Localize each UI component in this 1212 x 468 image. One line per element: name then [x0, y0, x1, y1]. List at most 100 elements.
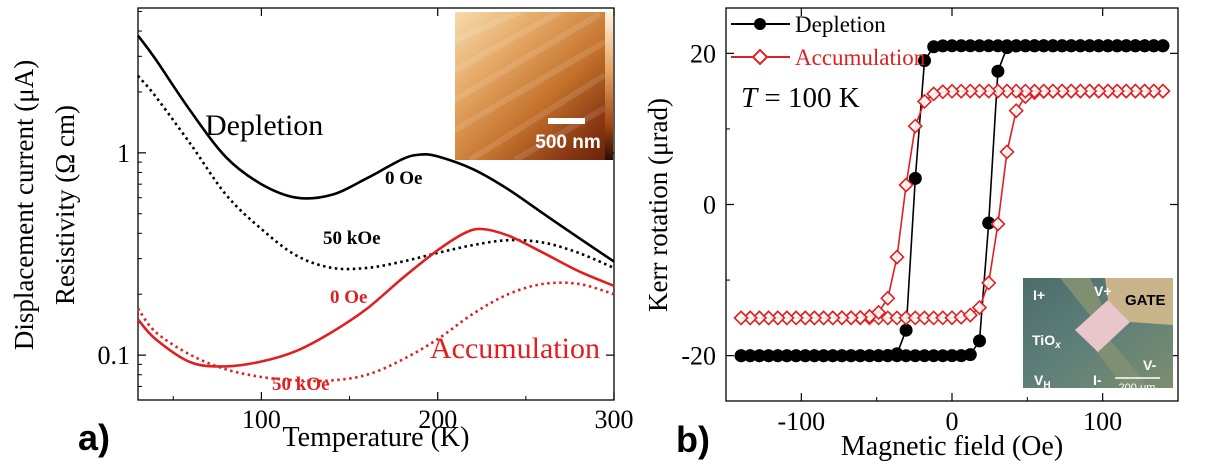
accumulation-data-point	[880, 290, 896, 306]
depletion-data-point	[1092, 39, 1106, 53]
device-lead-lower	[1095, 340, 1150, 388]
annotation-depletion: Depletion	[205, 109, 323, 142]
panel-b-ticks	[726, 8, 1178, 401]
depletion-data-point	[807, 349, 821, 363]
panel-a-y-label-inner: Resistivity (Ω cm)	[50, 105, 80, 305]
device-lead-upper	[1060, 278, 1105, 318]
panel-b-label: b)	[676, 419, 710, 460]
panel-a-x-tick-label: 100	[242, 405, 281, 434]
depletion-data-point	[817, 349, 831, 363]
depletion-data-point	[1046, 39, 1060, 53]
legend: Depletion Accumulation	[731, 12, 926, 70]
depletion-data-point	[1018, 39, 1032, 53]
depletion-data-point	[1000, 39, 1014, 53]
device-label-i-plus: I+	[1033, 287, 1045, 303]
depletion-data-point	[1147, 39, 1161, 53]
panel-b-tick-labels: -100 0 100 -20 0 20	[681, 39, 1122, 436]
depletion-data-point	[1083, 39, 1097, 53]
afm-image	[455, 12, 605, 160]
accumulation-data-point	[916, 93, 933, 110]
annotation-50koe-black: 50 kOe	[323, 228, 381, 249]
depletion-data-point	[881, 349, 895, 362]
device-gate-electrode	[1105, 278, 1173, 325]
accumulation-data-point	[999, 144, 1015, 160]
panel-b-x-label: Magnetic field (Oe)	[841, 431, 1063, 462]
depletion-data-point	[973, 334, 986, 348]
panel-b-y-label: Kerr rotation (μrad)	[643, 98, 673, 312]
depletion-data-point	[1128, 39, 1142, 53]
device-channel	[1075, 300, 1130, 352]
device-label-v-minus: V-	[1143, 357, 1157, 373]
temperature-symbol: T	[741, 82, 759, 114]
panel-a-y-label-outer: Displacement current (μA)	[9, 60, 39, 350]
depletion-data-point	[991, 39, 1005, 53]
depletion-data-point	[1156, 39, 1170, 53]
accumulation-data-point	[733, 310, 749, 326]
depletion-data-point	[1064, 39, 1078, 53]
depletion-data-point	[835, 349, 849, 363]
accumulation-data-point	[1008, 103, 1024, 119]
accumulation-data-point	[981, 275, 997, 291]
depletion-data-point	[863, 349, 876, 363]
depletion-data-point	[872, 349, 886, 363]
depletion-data-point	[1119, 39, 1133, 53]
device-scale-label: 200 μm	[1119, 382, 1156, 394]
accumulation-data-point	[898, 177, 914, 193]
depletion-data-point	[936, 349, 950, 363]
panel-a-frame	[137, 7, 615, 401]
depletion-data-point	[963, 39, 977, 53]
afm-scale-label: 500 nm	[535, 132, 600, 153]
panel-b-x-tick-label: -100	[777, 407, 825, 436]
device-label-gate: GATE	[1125, 292, 1166, 309]
accumulation-data-point	[962, 307, 978, 323]
accumulation-data-point	[889, 249, 905, 265]
device-label-tiox: TiOx	[1032, 332, 1061, 351]
afm-inset: 500 nm	[453, 9, 613, 163]
depletion-data-point	[945, 349, 959, 363]
panel-a-series-3-line	[136, 281, 615, 383]
panel-a: 100 200 300 1 0.1 500 nm Depletion 0 Oe 50 k…	[9, 7, 634, 458]
depletion-data-point	[1055, 39, 1069, 53]
annotation-0oe-black: 0 Oe	[385, 168, 422, 189]
panel-b: -100 0 100 -20 0 20 Depletion Accumulation T …	[643, 7, 1179, 462]
panel-a-series-1-line	[137, 75, 615, 271]
panel-b-x-tick-label: 100	[1083, 407, 1122, 436]
depletion-data-point	[973, 39, 986, 53]
panel-a-y-tick-label: 1	[117, 139, 130, 168]
depletion-data-point	[963, 348, 977, 362]
accumulation-data-point	[861, 308, 878, 325]
device-label-tio-subscript: x	[1054, 340, 1061, 351]
panel-a-x-tick-label: 300	[595, 405, 634, 434]
depletion-data-point	[762, 349, 776, 363]
depletion-data-point	[1138, 39, 1152, 53]
panel-a-x-label: Temperature (K)	[283, 422, 470, 453]
depletion-data-point	[982, 39, 996, 53]
depletion-data-point	[734, 349, 748, 363]
depletion-data-point	[1009, 39, 1023, 53]
depletion-data-point	[743, 349, 757, 363]
afm-scale-bar	[548, 118, 585, 124]
panel-b-x-tick-label: 0	[946, 407, 959, 436]
depletion-data-point	[1073, 39, 1087, 53]
depletion-data-point	[752, 349, 766, 363]
panel-a-x-tick-label: 200	[418, 405, 457, 434]
panel-b-series	[733, 39, 1171, 363]
depletion-data-point	[1110, 39, 1124, 53]
depletion-data-point	[954, 39, 968, 53]
depletion-data-point	[1037, 39, 1051, 53]
depletion-data-point	[908, 171, 922, 185]
accumulation-data-point	[971, 299, 988, 316]
annotation-50koe-red: 50 kOe	[272, 374, 330, 395]
accumulation-data-point	[926, 86, 942, 102]
device-label-v-subscript: H	[1043, 380, 1050, 391]
accumulation-data-point	[990, 216, 1006, 232]
depletion-data-point	[899, 323, 913, 337]
afm-terraces	[453, 9, 607, 163]
depletion-data-point	[991, 64, 1005, 78]
depletion-data-point	[780, 349, 794, 363]
depletion-data-point	[1028, 39, 1041, 53]
legend-accumulation-marker	[751, 48, 769, 66]
legend-depletion-label: Depletion	[795, 12, 886, 37]
depletion-data-point	[844, 349, 858, 363]
